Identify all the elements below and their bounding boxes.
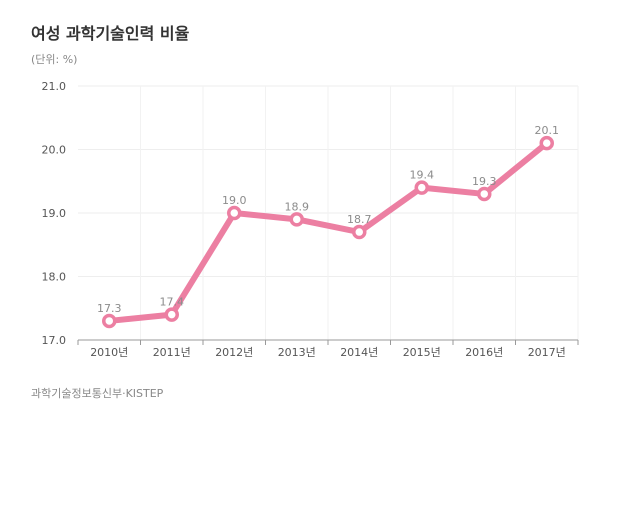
x-tick-label: 2011년 [153, 346, 191, 359]
data-point [289, 212, 304, 227]
x-tick-label: 2010년 [90, 346, 128, 359]
y-tick-label: 17.0 [42, 334, 67, 347]
series-line [106, 140, 550, 324]
y-tick-label: 21.0 [42, 80, 67, 93]
chart-title: 여성 과학기술인력 비율 [31, 24, 190, 43]
y-tick-label: 20.0 [42, 144, 67, 157]
data-label: 18.7 [347, 213, 372, 226]
data-point [414, 180, 429, 195]
source-credit: 과학기술정보통신부·KISTEP [31, 387, 164, 400]
x-tick-label: 2017년 [528, 346, 566, 359]
data-point [102, 313, 117, 329]
x-tick-label: 2012년 [215, 346, 253, 359]
data-point [352, 224, 367, 240]
y-tick-label: 18.0 [42, 271, 67, 284]
data-label: 20.1 [535, 124, 560, 137]
data-point [539, 135, 554, 151]
y-tick-label: 19.0 [42, 207, 67, 220]
x-tick-label: 2014년 [340, 346, 378, 359]
data-point [227, 205, 242, 221]
data-point [477, 186, 492, 202]
data-label: 17.3 [97, 302, 122, 315]
data-label: 19.4 [410, 169, 435, 182]
data-point [164, 307, 179, 322]
x-tick-label: 2016년 [465, 346, 503, 359]
data-label: 19.0 [222, 194, 247, 207]
unit-label: (단위: %) [31, 53, 78, 66]
x-tick-label: 2013년 [278, 346, 316, 359]
data-label: 19.3 [472, 175, 497, 188]
data-label: 17.4 [160, 296, 185, 309]
data-label: 18.9 [285, 200, 310, 213]
x-tick-label: 2015년 [403, 346, 441, 359]
